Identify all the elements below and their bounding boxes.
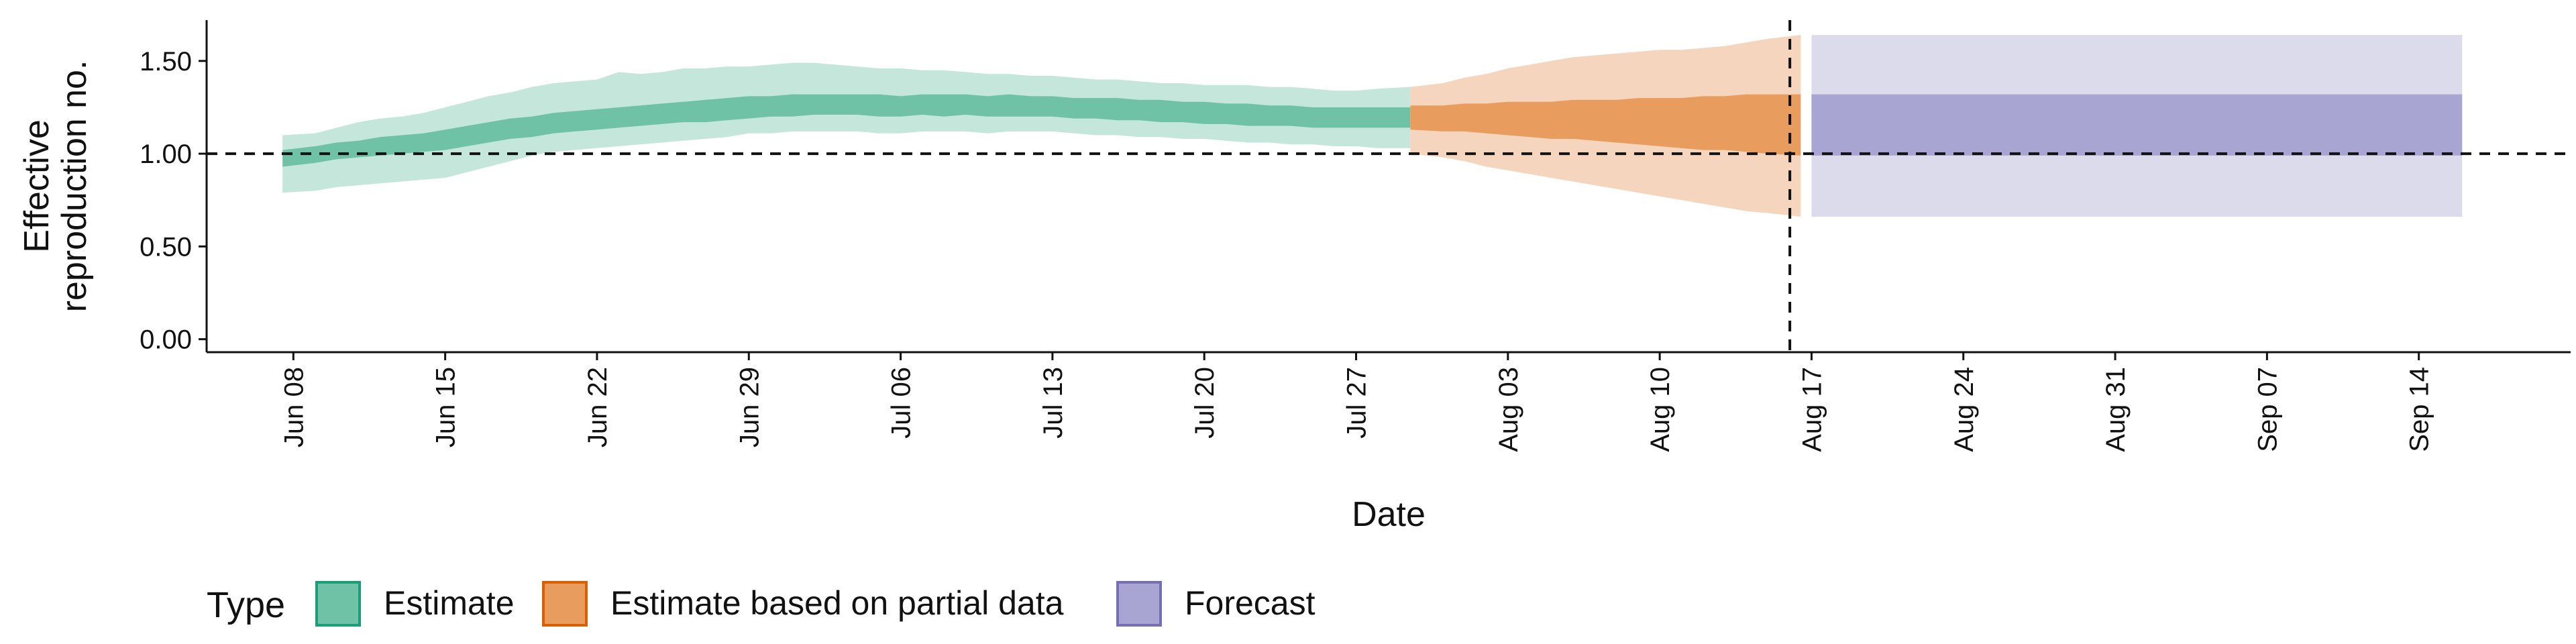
x-tick-label: Sep 14 [2405, 367, 2434, 452]
y-tick-label: 1.50 [140, 47, 192, 76]
legend-title: Type [207, 585, 285, 625]
legend-swatch-estimate [315, 581, 361, 627]
x-axis-title: Date [1352, 495, 1426, 534]
x-tick-label: Aug 31 [2101, 367, 2131, 452]
axes-layer [199, 20, 2571, 360]
legend-label-estimate-based-on-partial-data: Estimate based on partial data [610, 584, 1064, 622]
y-axis-title-line: reproduction no. [55, 60, 94, 313]
y-tick-label: 1.00 [140, 140, 192, 169]
estimate-outer-band [282, 62, 1411, 193]
legend: Type Estimate Estimate based on partial da… [207, 581, 1316, 627]
x-tick-label: Sep 07 [2253, 367, 2282, 452]
y-tick-label: 0.00 [140, 325, 192, 355]
x-tick-label: Aug 24 [1949, 367, 1979, 452]
x-tick-label: Jul 27 [1342, 367, 1372, 439]
x-tick-label: Jun 08 [279, 367, 309, 447]
y-axis-title-line: Effective [17, 119, 56, 252]
legend-label-forecast: Forecast [1185, 584, 1316, 622]
x-tick-label: Jul 06 [887, 367, 916, 439]
labels-layer: 0.00 0.50 1.00 1.50 Jun 08 Jun 15 Jun 22 Jun 29… [17, 47, 2434, 534]
x-tick-label: Jun 29 [735, 367, 764, 447]
x-tick-label: Jul 13 [1038, 367, 1068, 439]
estimate-based-on-partial-data-inner-band [1410, 94, 1801, 156]
x-tick-label: Jul 20 [1190, 367, 1220, 439]
bands-layer [282, 35, 2463, 217]
x-tick-label: Jun 15 [431, 367, 461, 447]
x-tick-label: Aug 10 [1646, 367, 1675, 452]
x-tick-label: Aug 17 [1797, 367, 1827, 452]
estimate-inner-band [282, 94, 1411, 167]
y-tick-label: 0.50 [140, 232, 192, 262]
legend-label-estimate: Estimate [384, 584, 515, 622]
forecast-inner-band [1811, 94, 2463, 156]
x-tick-label: Jun 22 [583, 367, 612, 447]
legend-swatch-estimate-based-on-partial-data [542, 581, 588, 627]
x-tick-label: Aug 03 [1494, 367, 1523, 452]
legend-swatch-forecast [1116, 581, 1162, 627]
